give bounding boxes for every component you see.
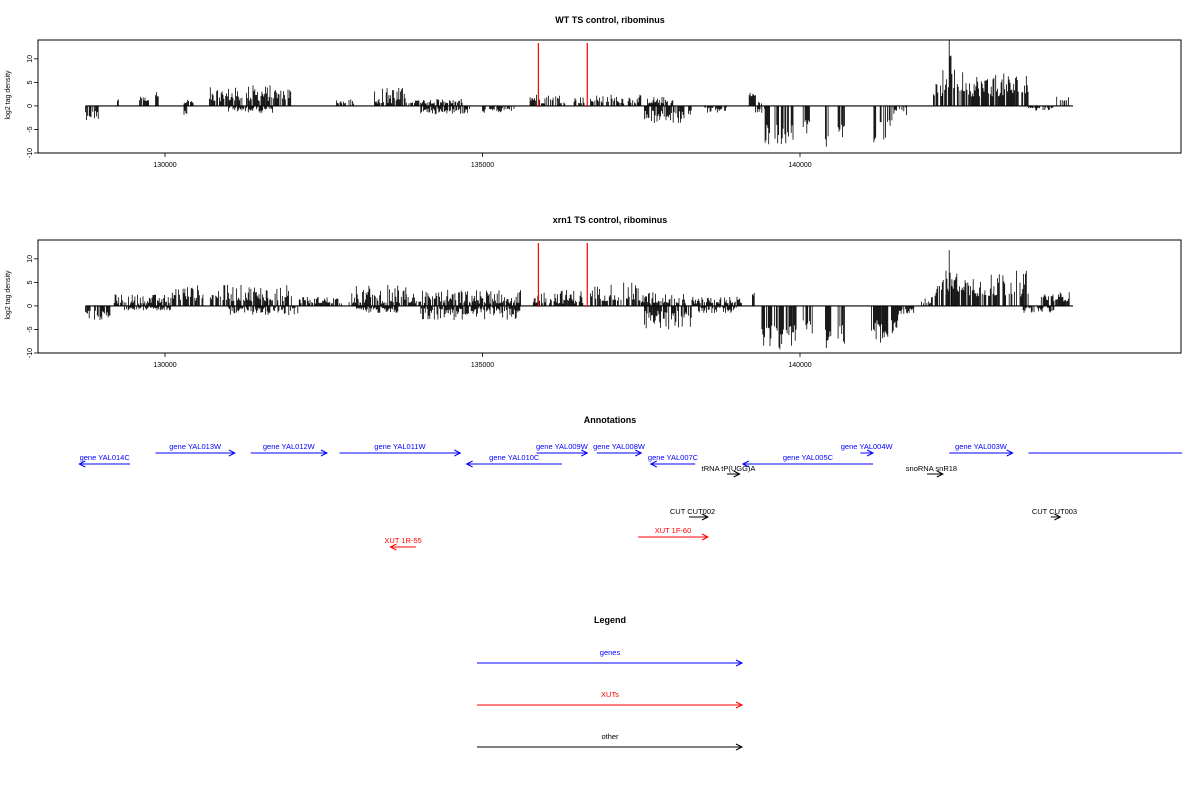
annotation-arrowhead bbox=[1006, 449, 1014, 457]
xrn1-track-panel: xrn1 TS control, ribominus log2 tag dens… bbox=[5, 215, 1182, 369]
y-tick-label: -5 bbox=[27, 326, 34, 332]
x-tick-label: 130000 bbox=[153, 162, 176, 169]
annotation-feature: gene YAL011W bbox=[339, 442, 462, 457]
annotation-arrowhead bbox=[465, 460, 473, 468]
y-tick-label: 5 bbox=[27, 80, 34, 84]
signal-bars bbox=[85, 40, 1069, 147]
annotation-arrowhead bbox=[1054, 513, 1062, 521]
annotation-arrowhead bbox=[733, 470, 741, 478]
legend-entries: genes XUTs other bbox=[477, 648, 744, 751]
annotation-feature: CUT CUT002 bbox=[670, 507, 715, 521]
legend-label: XUTs bbox=[601, 690, 619, 699]
annotation-feature: gene YAL010C bbox=[465, 453, 562, 468]
annotation-label: gene YAL013W bbox=[169, 442, 222, 451]
annotation-label: XUT 1R-55 bbox=[384, 536, 421, 545]
annotation-feature: XUT 1F-60 bbox=[638, 526, 710, 541]
x-tick-label: 135000 bbox=[471, 162, 494, 169]
annotation-label: CUT CUT003 bbox=[1032, 507, 1077, 516]
annotation-arrowhead bbox=[320, 449, 329, 457]
annotation-feature: tRNA tP(UGG)A bbox=[702, 464, 756, 478]
annotation-label: snoRNA snR18 bbox=[906, 464, 957, 473]
annotation-arrowhead bbox=[866, 449, 875, 457]
wt-track-plot: -10 -5 0 5 10 130000 135000 140000 bbox=[27, 39, 1182, 169]
annotation-feature: gene YAL013W bbox=[155, 442, 236, 457]
annotation-arrowhead bbox=[649, 460, 657, 468]
annotations-title: Annotations bbox=[584, 415, 637, 425]
legend-entry: XUTs bbox=[477, 690, 744, 709]
annotation-label: gene YAL008W bbox=[593, 442, 646, 451]
y-tick-label: -10 bbox=[27, 348, 34, 358]
legend-arrowhead bbox=[735, 743, 744, 751]
legend-title: Legend bbox=[594, 615, 626, 625]
y-tick-label: 5 bbox=[27, 280, 34, 284]
y-tick-label: -5 bbox=[27, 126, 34, 132]
annotation-arrowhead bbox=[741, 460, 750, 468]
annotation-arrowhead bbox=[581, 449, 589, 457]
annotation-feature: XUT 1R-55 bbox=[384, 536, 422, 551]
annotation-label: gene YAL011W bbox=[374, 442, 426, 451]
annotation-arrowhead bbox=[228, 449, 236, 457]
annotation-label: gene YAL014C bbox=[80, 453, 131, 462]
annotation-label: CUT CUT002 bbox=[670, 507, 715, 516]
annotation-label: gene YAL012W bbox=[263, 442, 316, 451]
annotation-feature: gene YAL012W bbox=[250, 442, 329, 457]
signal-bars bbox=[85, 250, 1070, 350]
legend-arrowhead bbox=[735, 659, 744, 667]
wt-track-title: WT TS control, ribominus bbox=[555, 15, 665, 25]
xrn1-track-plot: -10 -5 0 5 10 130000 135000 140000 bbox=[27, 239, 1182, 369]
x-tick-label: 130000 bbox=[153, 362, 176, 369]
annotation-label: gene YAL004W bbox=[841, 442, 894, 451]
annotation-feature: CUT CUT003 bbox=[1032, 507, 1077, 521]
x-tick-label: 135000 bbox=[471, 362, 494, 369]
annotation-feature: gene YAL014C bbox=[78, 453, 131, 468]
legend-arrowhead bbox=[735, 701, 744, 709]
annotation-arrowhead bbox=[389, 543, 397, 551]
annotation-label: gene YAL003W bbox=[955, 442, 1008, 451]
legend-entry: other bbox=[477, 732, 744, 751]
annotation-label: gene YAL009W bbox=[536, 442, 589, 451]
annotation-arrowhead bbox=[936, 470, 944, 478]
legend-label: genes bbox=[600, 648, 621, 657]
annotation-feature: gene YAL009W bbox=[536, 442, 589, 457]
annotation-features: gene YAL014C gene YAL013W gene YAL012W gene… bbox=[78, 442, 1182, 551]
wt-track-panel: WT TS control, ribominus log2 tag densit… bbox=[5, 15, 1182, 169]
plot-frame bbox=[37, 39, 1182, 154]
annotation-arrowhead bbox=[701, 513, 710, 521]
legend-panel: Legend genes XUTs other bbox=[477, 615, 744, 751]
annotation-label: gene YAL005C bbox=[783, 453, 834, 462]
annotation-label: tRNA tP(UGG)A bbox=[702, 464, 756, 473]
legend-label: other bbox=[601, 732, 619, 741]
annotation-feature: gene YAL004W bbox=[841, 442, 894, 457]
y-tick-label: -10 bbox=[27, 148, 34, 158]
y-tick-label: 10 bbox=[27, 255, 34, 263]
x-tick-label: 140000 bbox=[788, 162, 811, 169]
legend-entry: genes bbox=[477, 648, 744, 667]
xrn1-track-ylabel: log2 tag density bbox=[5, 270, 12, 320]
annotation-arrowhead bbox=[78, 460, 86, 468]
annotation-feature: gene YAL003W bbox=[949, 442, 1014, 457]
annotation-feature: gene YAL005C bbox=[741, 453, 874, 468]
annotation-arrowhead bbox=[701, 533, 710, 541]
y-tick-label: 0 bbox=[27, 104, 34, 108]
plot-frame bbox=[37, 239, 1182, 354]
annotation-label: gene YAL010C bbox=[489, 453, 540, 462]
annotation-arrowhead bbox=[454, 449, 462, 457]
xrn1-track-title: xrn1 TS control, ribominus bbox=[553, 215, 668, 225]
annotation-feature: gene YAL007C bbox=[648, 453, 699, 468]
x-tick-label: 140000 bbox=[788, 362, 811, 369]
annotation-label: gene YAL007C bbox=[648, 453, 699, 462]
annotation-feature: gene YAL008W bbox=[593, 442, 646, 457]
y-tick-label: 0 bbox=[27, 304, 34, 308]
y-tick-label: 10 bbox=[27, 55, 34, 63]
wt-track-ylabel: log2 tag density bbox=[5, 70, 12, 120]
annotation-arrowhead bbox=[635, 449, 643, 457]
annotation-feature: snoRNA snR18 bbox=[906, 464, 957, 478]
annotation-label: XUT 1F-60 bbox=[655, 526, 692, 535]
